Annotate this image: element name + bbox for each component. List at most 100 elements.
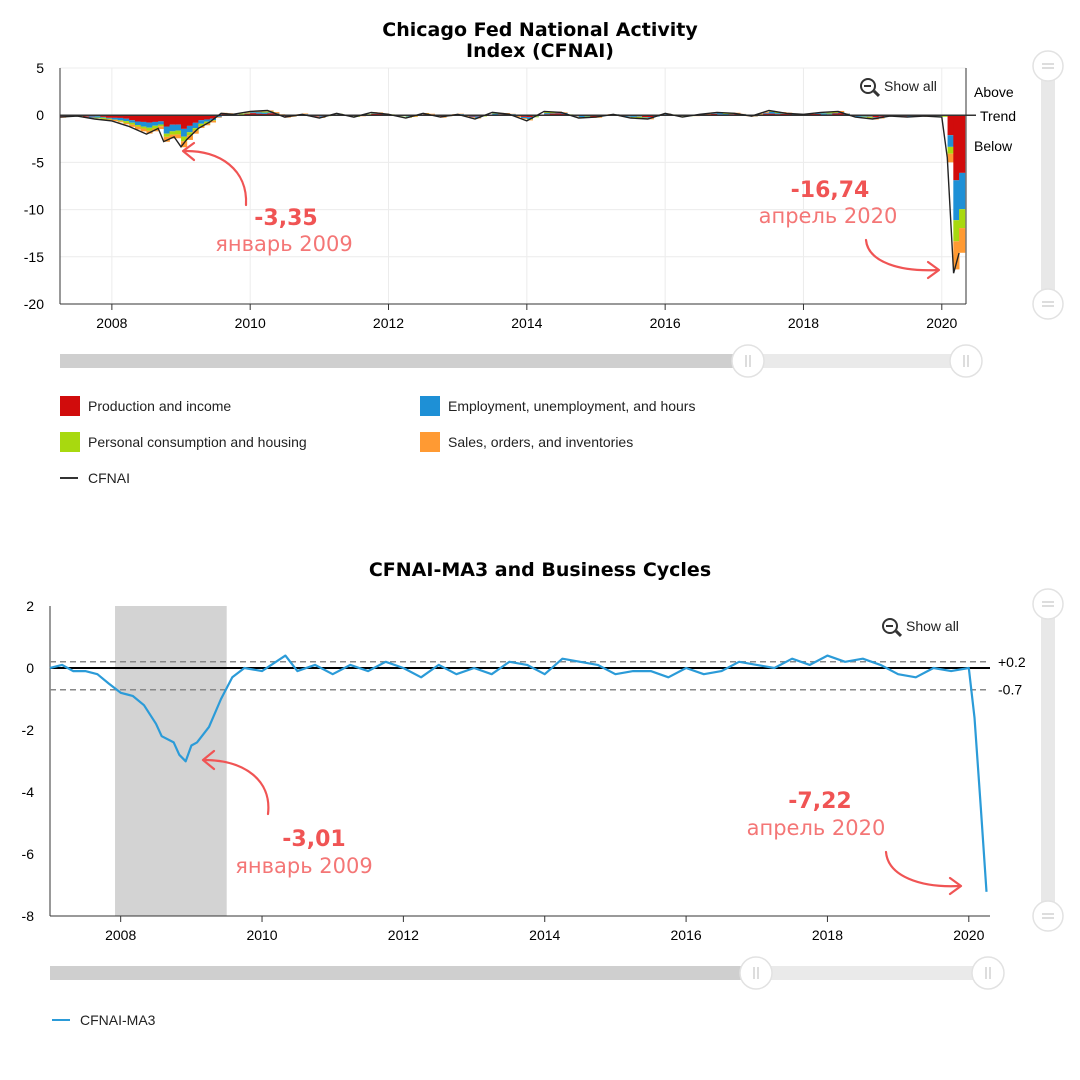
chart2-x-tick-label: 2008 [105, 927, 136, 943]
chart1-component-bar [526, 119, 533, 121]
chart1-component-bar [636, 116, 643, 118]
chart1-component-bar [572, 115, 580, 117]
chart1-component-bar [630, 115, 637, 117]
chart1-component-bar [947, 153, 954, 163]
chart2-show-all-label: Show all [906, 618, 959, 634]
legend-label: Employment, unemployment, and hours [448, 398, 696, 414]
chart1-component-bar [163, 115, 170, 127]
chart1-component-bar [722, 113, 729, 115]
chart1-component-bar [250, 113, 257, 116]
chart2-annotation-arrow [202, 758, 270, 816]
chart1-component-bar [826, 113, 833, 115]
chart1-component-bar [774, 113, 781, 115]
chart1-component-bar [123, 121, 130, 123]
chart1-right-label-below: Below [974, 138, 1013, 154]
chart1-component-bar [953, 115, 960, 181]
chart1-component-bar [267, 110, 274, 112]
chart1-component-bar [255, 112, 263, 114]
chart2-show-all-button[interactable]: Show all [882, 618, 959, 634]
chart1-component-bar [428, 113, 436, 115]
chart1-component-bar [175, 134, 182, 139]
chart1-component-bar [855, 115, 862, 117]
legend-item-cfnai[interactable]: CFNAI [60, 470, 130, 486]
chart2-x-tick-label: 2020 [953, 927, 984, 943]
legend-swatch [420, 432, 440, 452]
chart1-component-bar [175, 115, 182, 125]
chart1-annotation-arrow [864, 238, 940, 272]
chart1-component-bar [129, 115, 136, 121]
chart1-component-bar [134, 125, 142, 127]
chart1-component-bar [642, 117, 649, 119]
chart2-x-tick-label: 2014 [529, 927, 560, 943]
legend-item-sales[interactable]: Sales, orders, and inventories [420, 432, 633, 452]
legend-item-consumption[interactable]: Personal consumption and housing [60, 432, 307, 452]
legend-label: Production and income [88, 398, 232, 414]
chart1-component-bar [152, 121, 159, 126]
chart2-range-slider-selected [50, 966, 756, 980]
chart1-component-bar [157, 121, 165, 125]
chart1-component-bar [192, 115, 199, 123]
chart1-component-bar [261, 111, 268, 113]
chart1-component-bar [953, 220, 960, 242]
chart1-component-bar [267, 113, 274, 116]
chart1-component-bar [832, 112, 839, 113]
chart2-annotation-arrow-head [948, 876, 963, 896]
legend-item-cfnai-ma3[interactable]: CFNAI-MA3 [52, 1012, 155, 1028]
chart1-component-bar [140, 128, 147, 132]
chart1-component-bar [509, 114, 516, 115]
chart1-component-bar [134, 115, 142, 122]
chart1-component-bar [555, 113, 562, 116]
chart1-component-bar [238, 113, 245, 115]
legend-label: CFNAI-MA3 [80, 1012, 156, 1028]
chart1-component-bar [255, 111, 263, 112]
chart1-component-bar [832, 113, 839, 116]
chart1-component-bar [711, 113, 718, 114]
legend-label: CFNAI [88, 470, 130, 486]
chart1-component-bar [521, 115, 528, 117]
chart1-annotation-arrow-head [926, 260, 941, 280]
chart1-vertical-slider-handle-0 [1032, 50, 1064, 82]
chart1-x-tick-label: 2010 [235, 315, 266, 331]
chart2-vertical-slider-handle-0 [1032, 588, 1064, 620]
chart1-component-bar [947, 135, 954, 147]
chart1-component-bar [181, 128, 188, 137]
chart1-right-label-trend: Trend [980, 108, 1016, 124]
chart1-component-bar [106, 115, 113, 118]
chart1-component-bar [526, 115, 533, 118]
chart1-component-bar [872, 115, 879, 118]
chart1-range-slider-handle-0 [731, 344, 765, 378]
chart1-component-bar [532, 116, 539, 118]
chart1-x-tick-label: 2014 [511, 315, 542, 331]
chart1-component-bar [209, 120, 217, 123]
chart1-x-tick-label: 2008 [96, 315, 127, 331]
chart1-x-tick-label: 2018 [788, 315, 819, 331]
chart1-component-bar [302, 113, 309, 115]
chart2-x-tick-label: 2018 [812, 927, 843, 943]
chart1-component-bar [88, 116, 95, 118]
legend-item-production[interactable]: Production and income [60, 396, 231, 416]
chart1-component-bar [175, 124, 182, 131]
chart1-component-bar [861, 115, 868, 117]
chart1-component-bar [561, 112, 568, 113]
chart1-component-bar [169, 115, 176, 125]
chart1-component-bar [595, 116, 603, 118]
zoom-out-icon [860, 78, 876, 94]
legend-item-employment[interactable]: Employment, unemployment, and hours [420, 396, 695, 416]
chart1-component-bar [947, 146, 954, 154]
chart1-component-bar [181, 115, 188, 129]
chart1-component-bar [250, 112, 257, 114]
chart1-component-bar [947, 115, 954, 136]
chart1-component-bar [544, 113, 551, 115]
chart1-component-bar [521, 118, 528, 119]
chart2-y-tick-label: -4 [22, 784, 35, 800]
chart2-reference-label: +0.2 [998, 654, 1026, 670]
chart1-component-bar [169, 124, 176, 132]
chart1-component-bar [192, 128, 199, 131]
chart1-component-bar [117, 117, 124, 121]
chart1-show-all-button[interactable]: Show all [860, 78, 937, 94]
chart1-component-bar [140, 115, 147, 122]
chart2-annotation-date: апрель 2020 [747, 816, 886, 840]
chart2-annotation-value: -3,01 [282, 827, 345, 852]
chart1-component-bar [117, 120, 124, 122]
